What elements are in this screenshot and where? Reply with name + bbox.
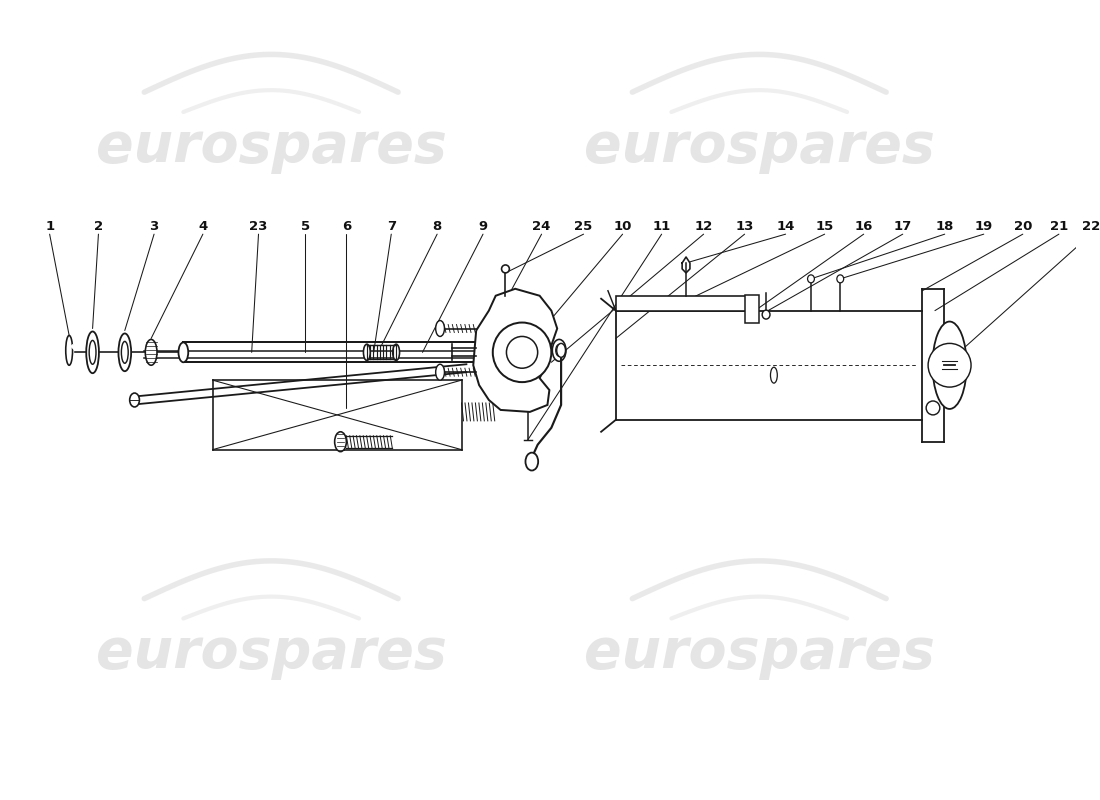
Text: 20: 20 [1013, 220, 1032, 233]
Text: eurospares: eurospares [96, 120, 447, 174]
Ellipse shape [436, 321, 444, 337]
Text: 19: 19 [975, 220, 993, 233]
Bar [745, 294, 759, 322]
Ellipse shape [762, 310, 770, 319]
Text: 13: 13 [736, 220, 754, 233]
Ellipse shape [837, 275, 844, 283]
Ellipse shape [393, 344, 399, 361]
Ellipse shape [121, 342, 129, 363]
Ellipse shape [552, 339, 567, 362]
Text: 11: 11 [652, 220, 671, 233]
Ellipse shape [502, 265, 509, 273]
Text: 8: 8 [432, 220, 442, 233]
Text: 3: 3 [150, 220, 158, 233]
Circle shape [928, 343, 971, 387]
Text: 14: 14 [777, 220, 795, 233]
Text: 24: 24 [532, 220, 551, 233]
Text: 9: 9 [478, 220, 487, 233]
Text: 23: 23 [250, 220, 267, 233]
Text: 16: 16 [855, 220, 873, 233]
Ellipse shape [436, 364, 444, 380]
Text: 25: 25 [574, 220, 593, 233]
Text: 12: 12 [694, 220, 713, 233]
Ellipse shape [145, 339, 157, 366]
Text: 17: 17 [893, 220, 912, 233]
Text: 7: 7 [387, 220, 396, 233]
PathPatch shape [473, 289, 558, 412]
Text: eurospares: eurospares [584, 120, 935, 174]
Bar [616, 296, 757, 310]
Text: 2: 2 [94, 220, 103, 233]
Text: 22: 22 [1082, 220, 1100, 233]
Circle shape [493, 322, 551, 382]
Ellipse shape [556, 344, 562, 356]
Text: 15: 15 [815, 220, 834, 233]
Text: 5: 5 [300, 220, 310, 233]
Ellipse shape [178, 342, 188, 362]
Ellipse shape [933, 322, 967, 409]
Text: 10: 10 [614, 220, 631, 233]
Ellipse shape [363, 344, 371, 361]
Ellipse shape [89, 341, 96, 364]
Circle shape [506, 337, 538, 368]
Polygon shape [682, 257, 690, 273]
Text: eurospares: eurospares [96, 626, 447, 680]
Ellipse shape [119, 334, 131, 371]
Text: eurospares: eurospares [584, 626, 935, 680]
Ellipse shape [807, 275, 814, 283]
Text: 6: 6 [342, 220, 351, 233]
Ellipse shape [334, 432, 346, 452]
Text: 18: 18 [935, 220, 954, 233]
Ellipse shape [86, 331, 99, 373]
Text: 1: 1 [45, 220, 54, 233]
Ellipse shape [526, 453, 538, 470]
Ellipse shape [130, 393, 140, 407]
Text: 21: 21 [1049, 220, 1068, 233]
Ellipse shape [557, 343, 565, 358]
Text: 4: 4 [198, 220, 208, 233]
